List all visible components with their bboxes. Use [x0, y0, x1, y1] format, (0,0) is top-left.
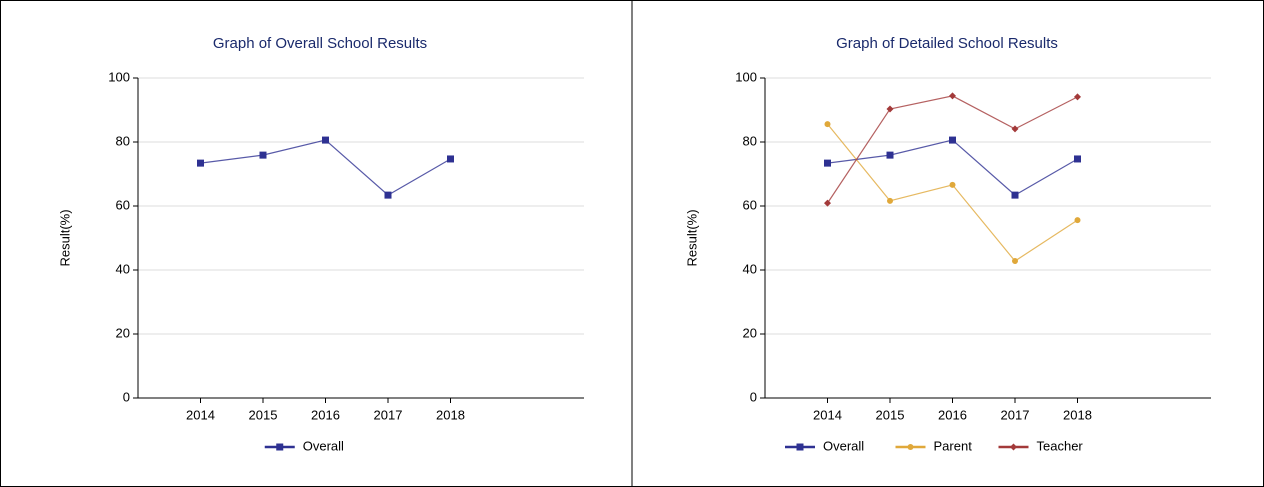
y-tick-label: 0 [123, 389, 130, 404]
marker [949, 181, 956, 188]
x-tick-label: 2015 [249, 407, 278, 422]
y-axis-title: Result(%) [684, 209, 699, 266]
marker [384, 191, 392, 199]
legend-label: Parent [934, 438, 973, 453]
marker [1074, 93, 1081, 101]
marker [1074, 155, 1081, 163]
x-tick-label: 2017 [374, 407, 403, 422]
legend-label: Overall [823, 438, 864, 453]
y-tick-label: 60 [743, 197, 757, 212]
x-tick-label: 2014 [813, 407, 842, 422]
chart-title: Graph of Detailed School Results [836, 35, 1058, 52]
x-tick-label: 2018 [1063, 407, 1092, 422]
marker [949, 92, 956, 100]
y-tick-label: 20 [743, 325, 757, 340]
x-tick-label: 2015 [876, 407, 905, 422]
y-tick-label: 80 [116, 133, 130, 148]
x-tick-label: 2014 [186, 407, 215, 422]
marker [886, 105, 894, 113]
y-tick-label: 100 [735, 69, 757, 84]
x-tick-label: 2016 [938, 407, 967, 422]
marker [197, 159, 204, 167]
marker [1074, 217, 1081, 224]
y-tick-label: 40 [743, 261, 757, 276]
y-tick-label: 20 [116, 325, 130, 340]
y-tick-label: 40 [116, 261, 130, 276]
marker [1012, 258, 1018, 265]
marker [824, 121, 831, 128]
marker [259, 151, 267, 159]
x-tick-label: 2018 [436, 407, 465, 422]
marker [1011, 191, 1019, 199]
legend-label: Teacher [1037, 438, 1084, 453]
y-tick-label: 60 [116, 197, 130, 212]
y-tick-label: 80 [743, 133, 757, 148]
y-tick-label: 0 [750, 389, 757, 404]
marker [886, 151, 894, 159]
y-tick-label: 100 [108, 69, 130, 84]
legend-marker [1010, 443, 1017, 451]
marker [949, 136, 956, 144]
x-tick-label: 2016 [311, 407, 340, 422]
x-tick-label: 2017 [1001, 407, 1030, 422]
marker [447, 155, 454, 163]
legend-marker [907, 444, 914, 450]
legend-marker [276, 443, 284, 451]
legend-label: Overall [303, 438, 344, 453]
marker [887, 197, 893, 204]
marker [824, 159, 831, 167]
legend-marker [796, 443, 804, 451]
marker [322, 136, 329, 144]
marker [1011, 125, 1019, 133]
marker [824, 199, 831, 207]
chart-title: Graph of Overall School Results [213, 35, 427, 52]
y-axis-title: Result(%) [57, 209, 72, 266]
